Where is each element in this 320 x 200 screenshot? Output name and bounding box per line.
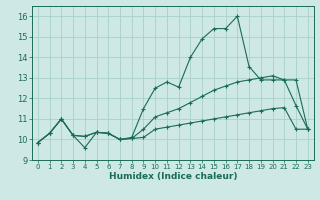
X-axis label: Humidex (Indice chaleur): Humidex (Indice chaleur) [108, 172, 237, 181]
